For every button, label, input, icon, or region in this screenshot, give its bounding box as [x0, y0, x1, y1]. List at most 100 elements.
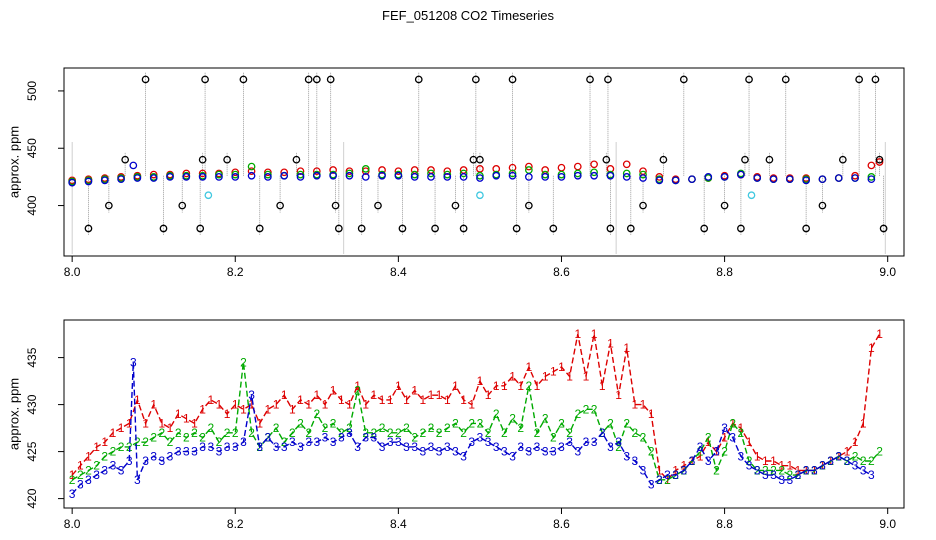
series-3-marker: 3 — [330, 435, 337, 449]
series-3-marker: 3 — [762, 468, 769, 482]
series-2-point — [410, 170, 419, 179]
series-2-marker: 2 — [159, 426, 166, 440]
series-2-marker: 2 — [289, 426, 296, 440]
series-1-point — [247, 167, 256, 176]
series-outlier-point — [855, 75, 863, 84]
series-1-point — [590, 160, 598, 169]
series-2-marker: 2 — [778, 463, 785, 477]
series-2-marker: 2 — [338, 426, 345, 440]
series-3-point — [329, 171, 337, 180]
series-1-marker: 1 — [509, 369, 516, 383]
series-2-point — [639, 170, 647, 179]
series-3-marker: 3 — [273, 440, 280, 454]
series-3-marker: 3 — [786, 473, 793, 487]
series-1-marker: 1 — [207, 393, 214, 407]
series-3-marker: 3 — [134, 473, 141, 487]
series-2-marker: 2 — [615, 440, 622, 454]
series-2-marker: 2 — [786, 468, 793, 482]
series-2-marker: 2 — [118, 440, 125, 454]
series-3-marker: 3 — [224, 440, 231, 454]
series-3-point — [769, 175, 778, 184]
series-3-point — [149, 174, 158, 182]
series-2-marker: 2 — [795, 468, 802, 482]
series-3-point — [753, 174, 762, 182]
series-1-point — [378, 166, 386, 174]
series-3-marker: 3 — [664, 468, 671, 482]
series-outlier-point — [196, 224, 205, 233]
series-3-marker: 3 — [248, 388, 255, 402]
series-3-point — [492, 171, 501, 180]
series-1-marker: 1 — [672, 463, 679, 477]
series-3-marker: 3 — [493, 440, 500, 454]
series-2-marker: 2 — [819, 459, 826, 473]
series-1-marker: 1 — [868, 341, 875, 355]
series-2-marker: 2 — [583, 402, 590, 416]
series-3-marker: 3 — [656, 473, 663, 487]
series-3-point — [166, 173, 174, 181]
series-3-point — [834, 174, 843, 182]
series-3-point — [68, 178, 77, 187]
series-1-marker: 1 — [110, 426, 117, 440]
series-3-marker: 3 — [754, 463, 761, 477]
series-1-marker: 1 — [697, 449, 704, 463]
series-1-marker: 1 — [501, 379, 508, 393]
series-3-marker: 3 — [770, 468, 777, 482]
series-3-marker: 3 — [477, 431, 484, 445]
series-3-point — [590, 171, 598, 180]
series-outlier-point — [512, 224, 521, 233]
series-3-marker: 3 — [85, 473, 92, 487]
series-1-marker: 1 — [403, 393, 410, 407]
series-2-marker: 2 — [558, 416, 565, 430]
y-axis-title: approx. ppm — [7, 126, 22, 198]
series-3-point — [427, 173, 435, 181]
series-cyan-point — [476, 191, 484, 200]
series-3-marker: 3 — [313, 435, 320, 449]
series-3-marker: 3 — [795, 468, 802, 482]
series-2-point — [622, 169, 631, 178]
series-3-marker: 3 — [199, 440, 206, 454]
series-1-marker: 1 — [428, 388, 435, 402]
series-1-marker: 1 — [615, 388, 622, 402]
series-2-marker: 2 — [297, 416, 304, 430]
series-1-marker: 1 — [738, 421, 745, 435]
series-3-marker: 3 — [778, 473, 785, 487]
series-1-marker: 1 — [240, 402, 247, 416]
series-1-marker: 1 — [493, 379, 500, 393]
series-3-marker: 3 — [175, 445, 182, 459]
series-1-marker: 1 — [322, 398, 329, 412]
series-3-point — [688, 175, 696, 184]
series-2-marker: 2 — [868, 454, 875, 468]
series-1-marker: 1 — [313, 388, 320, 402]
series-3-marker: 3 — [150, 449, 157, 463]
series-outlier-point — [121, 155, 130, 164]
series-2-marker: 2 — [77, 468, 84, 482]
series-3-marker: 3 — [591, 435, 598, 449]
series-outlier-point — [508, 75, 517, 84]
series-2-marker: 2 — [485, 426, 492, 440]
series-1-marker: 1 — [371, 388, 378, 402]
series-3-marker: 3 — [811, 463, 818, 477]
series-3-marker: 3 — [322, 431, 329, 445]
series-3-marker: 3 — [819, 459, 826, 473]
series-outlier-point — [639, 201, 647, 210]
series-outlier-point — [741, 155, 749, 164]
series-outlier-point — [679, 75, 688, 84]
series-outlier-point — [875, 155, 884, 164]
series-2-marker: 2 — [362, 426, 369, 440]
y-tick-label: 430 — [25, 394, 39, 414]
series-3-point — [264, 173, 272, 181]
series-2-marker: 2 — [428, 421, 435, 435]
series-2-marker: 2 — [860, 454, 867, 468]
series-2-marker: 2 — [411, 431, 418, 445]
series-1-marker: 1 — [444, 393, 451, 407]
series-3-point — [410, 173, 419, 181]
series-3-marker: 3 — [705, 454, 712, 468]
series-2-marker: 2 — [803, 463, 810, 477]
series-1-marker: 1 — [93, 440, 100, 454]
x-tick-label: 8.0 — [64, 265, 81, 279]
series-3-point — [443, 173, 452, 181]
series-outlier-point — [326, 75, 335, 84]
series-1-marker: 1 — [191, 416, 198, 430]
x-tick-label: 9.0 — [879, 517, 896, 531]
